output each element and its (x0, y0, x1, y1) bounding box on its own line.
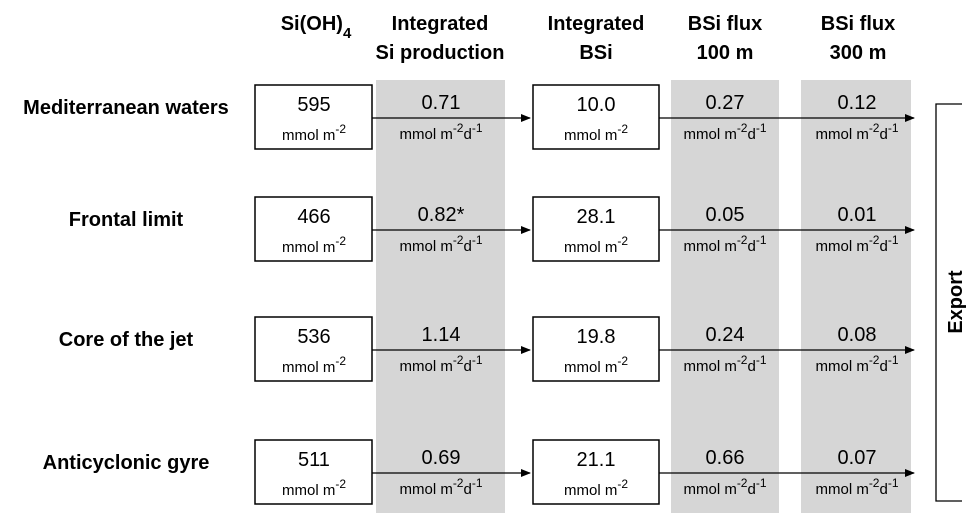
sioh4-unit: mmol m-2 (282, 234, 346, 256)
bsi-box (532, 196, 660, 262)
sioh4-value: 536 (297, 326, 330, 348)
header-si-production-line1: Integrated (392, 13, 489, 35)
header-bsi-line1: Integrated (548, 13, 645, 35)
si-production-value: 0.71 (422, 92, 461, 114)
si-production-band (376, 80, 505, 513)
header-bsi-line2: BSi (579, 42, 612, 64)
sioh4-unit: mmol m-2 (282, 477, 346, 499)
rows-layer: Mediterranean waters 595 mmol m-2 0.71 mmol … (23, 84, 915, 505)
sioh4-unit: mmol m-2 (282, 122, 346, 144)
bsi-value: 28.1 (577, 206, 616, 228)
sioh4-box (254, 84, 373, 150)
flux-100-value: 0.27 (706, 92, 745, 114)
flux-300-unit: mmol m-2d-1 (815, 476, 898, 498)
flux-300-unit: mmol m-2d-1 (815, 353, 898, 375)
bsi-value: 21.1 (577, 449, 616, 471)
row-2: Frontal limit 466 mmol m-2 0.82* mmol m-2d-1… (69, 196, 915, 262)
flux-100-value: 0.66 (706, 447, 745, 469)
bsi-box (532, 316, 660, 382)
sioh4-box (254, 196, 373, 262)
export-bracket (935, 103, 962, 502)
bsi-value: 19.8 (577, 326, 616, 348)
si-production-unit: mmol m-2d-1 (399, 353, 482, 375)
row-label: Core of the jet (59, 329, 194, 351)
bsi-unit: mmol m-2 (564, 234, 628, 256)
row-4: Anticyclonic gyre 511 mmol m-2 0.69 mmol m-2… (43, 439, 915, 505)
sioh4-box (254, 316, 373, 382)
row-1: Mediterranean waters 595 mmol m-2 0.71 mmol … (23, 84, 915, 150)
flux-300-band (801, 80, 911, 513)
bsi-box (532, 84, 660, 150)
sioh4-unit: mmol m-2 (282, 354, 346, 376)
flux-100-unit: mmol m-2d-1 (683, 233, 766, 255)
row-label: Frontal limit (69, 209, 184, 231)
sioh4-value: 511 (298, 449, 330, 471)
flux-300-unit: mmol m-2d-1 (815, 233, 898, 255)
si-production-unit: mmol m-2d-1 (399, 476, 482, 498)
flux-300-value: 0.01 (838, 204, 877, 226)
row-label: Anticyclonic gyre (43, 452, 210, 474)
flux-100-unit: mmol m-2d-1 (683, 353, 766, 375)
bsi-value: 10.0 (577, 94, 616, 116)
export-label: Export (945, 270, 966, 334)
bsi-unit: mmol m-2 (564, 122, 628, 144)
si-production-value: 1.14 (422, 324, 461, 346)
header-si-production-line2: Si production (376, 42, 505, 64)
sioh4-value: 466 (297, 206, 330, 228)
si-production-unit: mmol m-2d-1 (399, 233, 482, 255)
row-label: Mediterranean waters (23, 97, 229, 119)
flux-100-band (671, 80, 779, 513)
si-production-value: 0.69 (422, 447, 461, 469)
header-flux-300-line1: BSi flux (821, 13, 895, 35)
flux-100-value: 0.24 (706, 324, 745, 346)
header-flux-100-line1: BSi flux (688, 13, 762, 35)
bsi-unit: mmol m-2 (564, 354, 628, 376)
flux-100-unit: mmol m-2d-1 (683, 121, 766, 143)
sioh4-value: 595 (297, 94, 330, 116)
sioh4-box (254, 439, 373, 505)
flux-300-unit: mmol m-2d-1 (815, 121, 898, 143)
flux-100-value: 0.05 (706, 204, 745, 226)
flux-300-value: 0.12 (838, 92, 877, 114)
row-3: Core of the jet 536 mmol m-2 1.14 mmol m-2d-… (59, 316, 915, 382)
header-flux-300-line2: 300 m (830, 42, 887, 64)
header-sioh4: Si(OH)4 (281, 13, 352, 42)
bsi-unit: mmol m-2 (564, 477, 628, 499)
flux-300-value: 0.07 (838, 447, 877, 469)
flux-300-value: 0.08 (838, 324, 877, 346)
si-production-value: 0.82* (418, 204, 465, 226)
header-flux-100-line2: 100 m (697, 42, 754, 64)
si-production-unit: mmol m-2d-1 (399, 121, 482, 143)
flux-100-unit: mmol m-2d-1 (683, 476, 766, 498)
bsi-box (532, 439, 660, 505)
